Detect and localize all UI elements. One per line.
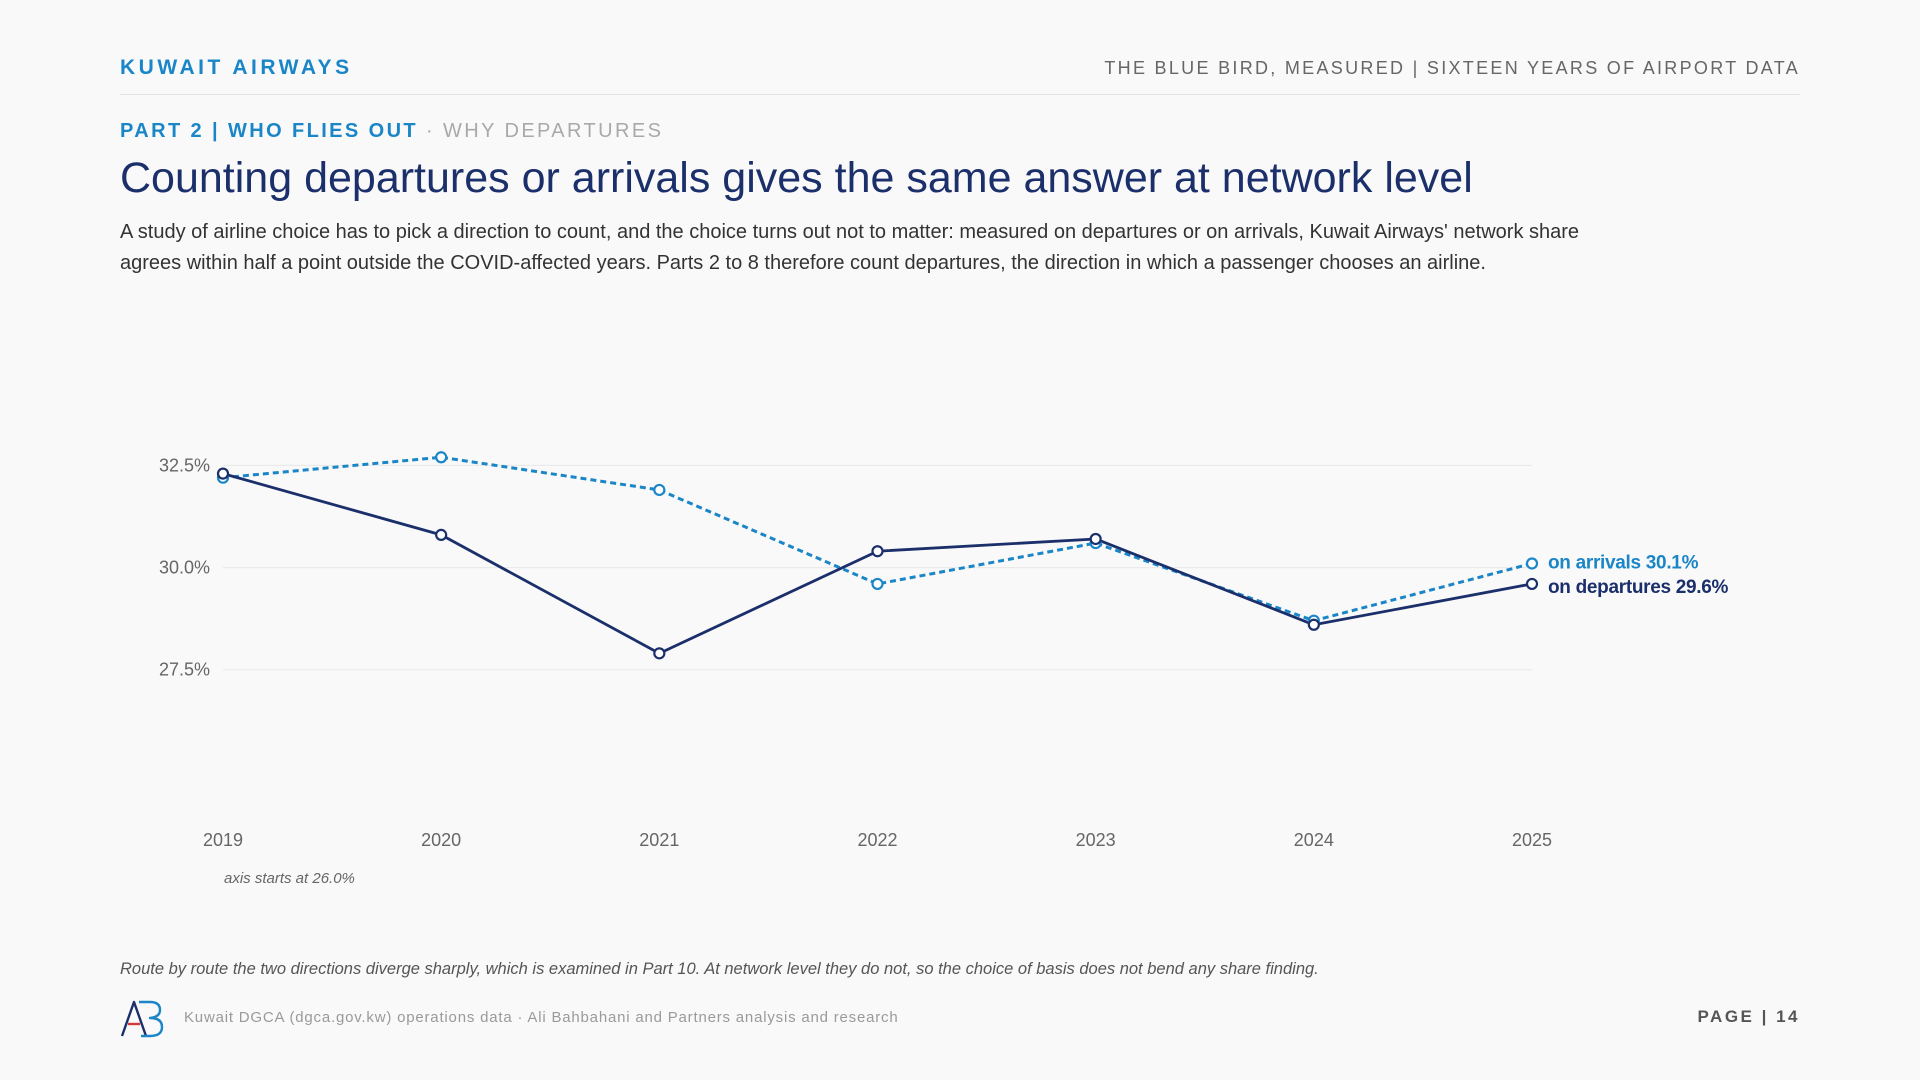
lede-paragraph: A study of airline choice has to pick a … bbox=[120, 221, 1580, 274]
x-tick-label: 2021 bbox=[639, 830, 679, 850]
x-tick-label: 2019 bbox=[203, 830, 243, 850]
x-tick-label: 2024 bbox=[1294, 830, 1334, 850]
line-chart: 27.5% 30.0% 32.5% 2019 2020 2021 2022 2023 2024 2… bbox=[159, 451, 1729, 887]
x-tick-label: 2023 bbox=[1076, 830, 1116, 850]
brand-name: KUWAIT AIRWAYS bbox=[120, 56, 353, 79]
ab-logo-icon bbox=[120, 1000, 164, 1038]
data-point-on-departures bbox=[871, 545, 884, 558]
data-point-on-departures bbox=[1525, 577, 1539, 591]
data-point-on-departures bbox=[653, 647, 666, 660]
data-point-on-departures bbox=[1089, 532, 1102, 546]
page-title: Counting departures or arrivals gives th… bbox=[120, 154, 1473, 202]
axis-note: axis starts at 26.0% bbox=[224, 870, 355, 887]
series-line-on-departures bbox=[222, 472, 1533, 655]
section-sub: WHY DEPARTURES bbox=[443, 120, 664, 142]
source-note: Kuwait DGCA (dgca.gov.kw) operations dat… bbox=[184, 1009, 899, 1026]
section-separator: · bbox=[418, 120, 444, 142]
data-point-on-arrivals bbox=[871, 577, 884, 591]
data-point-on-arrivals bbox=[653, 483, 666, 497]
section-part: PART 2 | WHO FLIES OUT bbox=[120, 120, 419, 142]
footnote: Route by route the two directions diverg… bbox=[120, 960, 1319, 978]
data-point-on-departures bbox=[435, 528, 448, 541]
end-label-on-arrivals: on arrivals 30.1% bbox=[1548, 552, 1699, 573]
data-point-on-arrivals bbox=[1525, 557, 1539, 570]
page-number: PAGE | 14 bbox=[1697, 1007, 1800, 1026]
data-point-on-departures bbox=[216, 467, 230, 480]
end-label-on-departures: on departures 29.6% bbox=[1548, 577, 1729, 598]
series-line-on-arrivals bbox=[222, 455, 1533, 623]
x-tick-label: 2025 bbox=[1512, 830, 1552, 850]
data-point-on-arrivals bbox=[435, 451, 448, 464]
x-tick-label: 2022 bbox=[857, 830, 897, 850]
section-label: PART 2 | WHO FLIES OUT · WHY DEPARTURES bbox=[120, 120, 663, 143]
x-tick-label: 2020 bbox=[421, 830, 461, 850]
top-bar: KUWAIT AIRWAYS THE BLUE BIRD, MEASURED |… bbox=[120, 56, 1800, 95]
y-tick-label: 30.0% bbox=[159, 558, 210, 578]
data-point-on-departures bbox=[1307, 618, 1320, 631]
y-tick-label: 32.5% bbox=[159, 455, 210, 475]
y-tick-label: 27.5% bbox=[159, 660, 210, 680]
report-title: THE BLUE BIRD, MEASURED | SIXTEEN YEARS … bbox=[1104, 58, 1800, 78]
